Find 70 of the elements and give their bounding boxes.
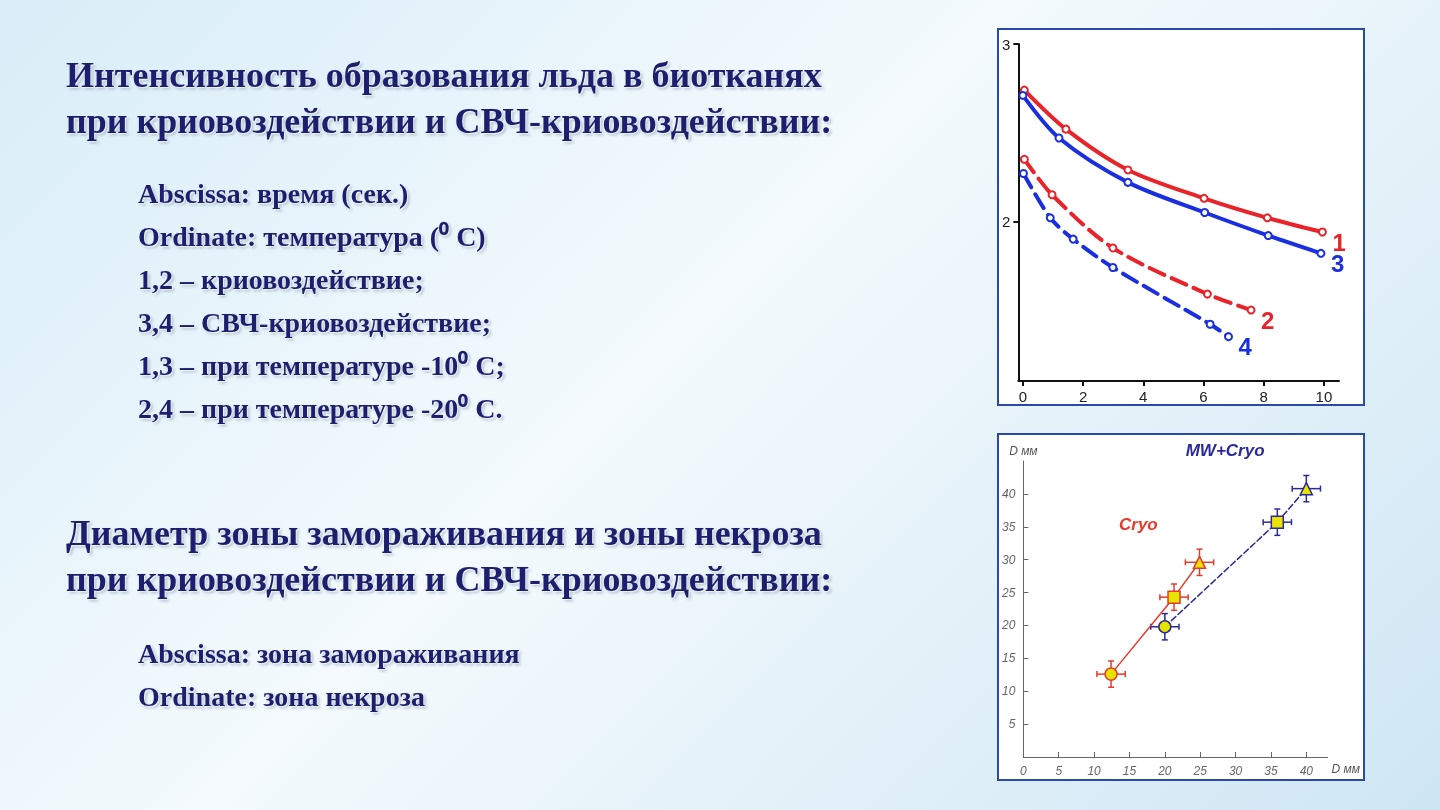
point (1167, 590, 1181, 604)
point (1200, 208, 1210, 217)
y-tick-label: 20 (1000, 618, 1016, 633)
x-tick-label: 30 (1228, 764, 1243, 778)
point (1068, 234, 1078, 244)
series-label: 4 (1238, 333, 1253, 361)
point (1246, 305, 1256, 315)
x-tick-label: 0 (1020, 764, 1027, 778)
text: Ordinate: температура (⁰ С) (138, 220, 487, 254)
x-tick-label: 2 (1078, 388, 1088, 405)
x-tick-label: 8 (1259, 388, 1268, 405)
text: Abscissa: зона замораживания (138, 637, 521, 671)
point (1205, 319, 1215, 329)
text: Диаметр зоны замораживания и зоны некроза при криовоздействии и СВЧ-криовоздействии: (66, 512, 834, 601)
x-tick-label: 6 (1199, 388, 1208, 405)
x-axis-title: D мм (1331, 762, 1360, 776)
x-tick-label: 10 (1087, 764, 1102, 778)
y-tick-label: 5 (1008, 717, 1016, 732)
point (1316, 248, 1326, 258)
x-tick-label: 10 (1315, 388, 1333, 405)
point (1047, 190, 1057, 200)
series-label: 1 (1332, 228, 1346, 256)
y-tick-label: 40 (1001, 486, 1016, 501)
text: 1,2 – криовоздействие; (138, 263, 425, 297)
x-tick-label: 20 (1157, 764, 1172, 778)
point (1317, 227, 1327, 237)
point (1270, 515, 1285, 529)
point (1018, 90, 1028, 100)
text: 3,4 – СВЧ-криовоздействие; (138, 306, 493, 340)
x-tick-label: 35 (1264, 764, 1278, 778)
text: Интенсивность образования льда в биотканях при криовоздействии и СВЧ-криовоздействии: (66, 54, 834, 143)
y-tick-label: 35 (1001, 519, 1016, 534)
x-tick-label: 25 (1192, 764, 1208, 778)
text: Ordinate: зона некроза (138, 680, 426, 714)
text: Abscissa: время (сек.) (138, 177, 410, 211)
y-tick-label: 10 (1001, 684, 1016, 699)
y-tick-label: 30 (1001, 552, 1016, 567)
point (1104, 667, 1118, 681)
y-tick-label: 2 (1002, 212, 1011, 230)
point (1108, 243, 1118, 253)
text: 2,4 – при температуре -20⁰ С. (138, 392, 504, 426)
point (1061, 124, 1071, 134)
y-axis-title: D мм (1009, 444, 1038, 458)
point (1158, 620, 1172, 634)
point (1123, 177, 1133, 187)
point (1123, 165, 1133, 175)
point (1199, 193, 1209, 203)
point (1018, 168, 1028, 178)
point (1299, 481, 1314, 496)
x-tick-label: 5 (1055, 764, 1063, 778)
text: 1,3 – при температуре -10⁰ С; (138, 349, 506, 383)
text: Cryo (1119, 514, 1158, 534)
point (1263, 231, 1273, 241)
point (1262, 213, 1272, 223)
y-tick-label: 15 (1001, 651, 1016, 666)
point (1224, 332, 1233, 342)
x-tick-label: 40 (1299, 764, 1314, 778)
x-tick-label: 4 (1139, 388, 1148, 405)
text: MW+Cryo (1185, 441, 1265, 461)
series-label: 2 (1261, 306, 1275, 334)
point (1192, 555, 1207, 570)
y-tick-label: 25 (1000, 585, 1016, 600)
point (1045, 213, 1055, 223)
point (1108, 262, 1118, 272)
point (1202, 289, 1212, 299)
x-tick-label: 15 (1122, 764, 1137, 778)
point (1054, 133, 1064, 143)
y-tick-label: 3 (1002, 35, 1011, 53)
x-tick-label: 0 (1018, 388, 1028, 405)
point (1019, 154, 1029, 164)
